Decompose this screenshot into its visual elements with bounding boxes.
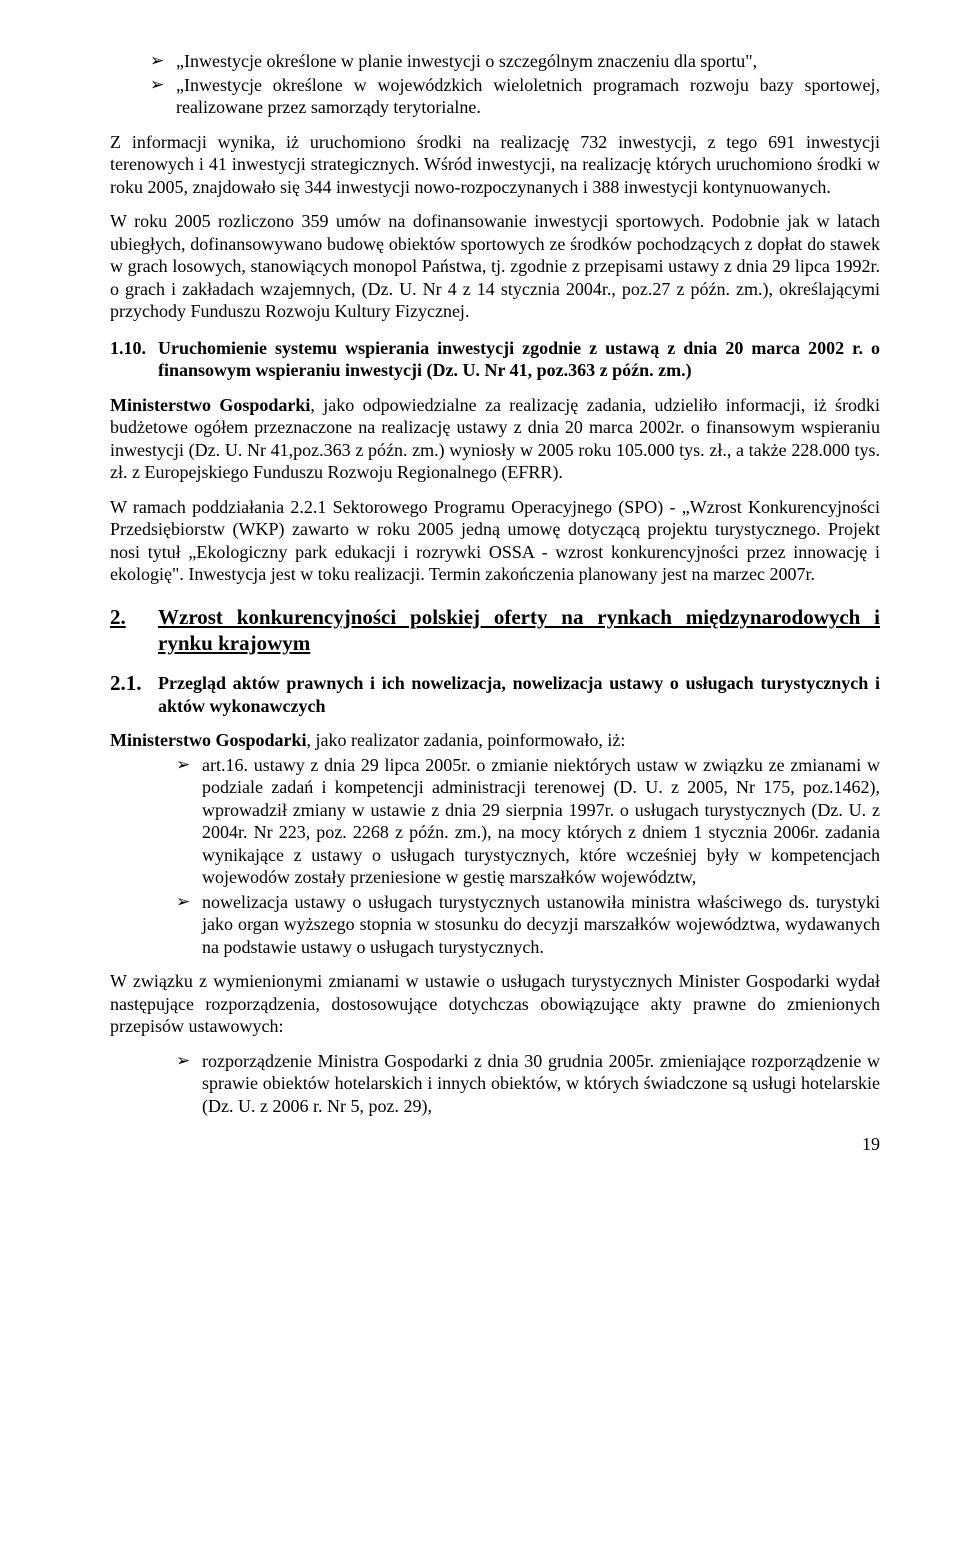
section-title: Przegląd aktów prawnych i ich nowelizacj… — [158, 670, 880, 717]
page-number: 19 — [110, 1133, 880, 1156]
section-number: 2.1. — [110, 670, 158, 717]
paragraph: Ministerstwo Gospodarki, jako realizator… — [110, 729, 880, 752]
section-heading-21: 2.1. Przegląd aktów prawnych i ich nowel… — [110, 670, 880, 717]
list-item: art.16. ustawy z dnia 29 lipca 2005r. o … — [202, 754, 880, 889]
paragraph: W ramach poddziałania 2.2.1 Sektorowego … — [110, 496, 880, 586]
top-bullet-list: „Inwestycje określone w planie inwestycj… — [150, 50, 880, 119]
paragraph-text: , jako realizator zadania, poinformowało… — [307, 730, 626, 750]
section-title: Wzrost konkurencyjności polskiej oferty … — [158, 604, 880, 657]
paragraph: W związku z wymienionymi zmianami w usta… — [110, 970, 880, 1038]
section-number: 1.10. — [110, 337, 158, 382]
document-page: „Inwestycje określone w planie inwestycj… — [0, 0, 960, 1196]
bullet-text: rozporządzenie Ministra Gospodarki z dni… — [202, 1051, 880, 1116]
list-item: „Inwestycje określone w wojewódzkich wie… — [176, 74, 880, 119]
paragraph: Z informacji wynika, iż uruchomiono środ… — [110, 131, 880, 199]
bullet-text: nowelizacja ustawy o usługach turystyczn… — [202, 892, 880, 957]
section-number: 2. — [110, 604, 158, 657]
section-title: Uruchomienie systemu wspierania inwestyc… — [158, 337, 880, 382]
list-item: rozporządzenie Ministra Gospodarki z dni… — [202, 1050, 880, 1118]
paragraph: Ministerstwo Gospodarki, jako odpowiedzi… — [110, 394, 880, 484]
section-heading-110: 1.10. Uruchomienie systemu wspierania in… — [110, 337, 880, 382]
paragraph: W roku 2005 rozliczono 359 umów na dofin… — [110, 210, 880, 323]
bullet-text: „Inwestycje określone w wojewódzkich wie… — [176, 75, 880, 118]
mid-bullet-list: art.16. ustawy z dnia 29 lipca 2005r. o … — [176, 754, 880, 959]
bullet-text: „Inwestycje określone w planie inwestycj… — [176, 51, 757, 71]
bottom-bullet-list: rozporządzenie Ministra Gospodarki z dni… — [176, 1050, 880, 1118]
org-name: Ministerstwo Gospodarki — [110, 395, 310, 415]
list-item: nowelizacja ustawy o usługach turystyczn… — [202, 891, 880, 959]
list-item: „Inwestycje określone w planie inwestycj… — [176, 50, 880, 73]
section-heading-2: 2. Wzrost konkurencyjności polskiej ofer… — [110, 604, 880, 657]
org-name: Ministerstwo Gospodarki — [110, 730, 307, 750]
bullet-text: art.16. ustawy z dnia 29 lipca 2005r. o … — [202, 755, 880, 888]
